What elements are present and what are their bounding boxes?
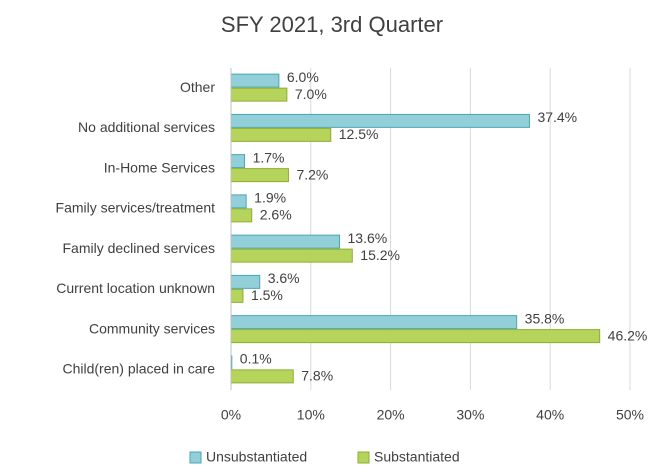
- y-tick-label: Family declined services: [63, 240, 216, 256]
- bar: [230, 168, 289, 183]
- chart-title: SFY 2021, 3rd Quarter: [221, 12, 443, 37]
- y-tick-label: Other: [180, 79, 215, 95]
- x-tick-label: 50%: [616, 407, 644, 423]
- bar: [230, 315, 518, 330]
- bar: [230, 208, 253, 223]
- value-label: 2.6%: [260, 207, 292, 223]
- value-label: 7.2%: [296, 166, 328, 182]
- y-tick-label: Family services/treatment: [56, 200, 216, 216]
- value-label: 12.5%: [339, 126, 379, 142]
- bar: [230, 288, 244, 303]
- y-tick-label: Current location unknown: [56, 280, 215, 296]
- value-label: 1.5%: [251, 287, 283, 303]
- legend-label: Substantiated: [374, 449, 460, 465]
- y-tick-label: Child(ren) placed in care: [62, 361, 215, 377]
- value-label: 7.8%: [301, 368, 333, 384]
- bar: [230, 369, 294, 384]
- value-label: 1.7%: [253, 149, 285, 165]
- value-label: 15.2%: [360, 247, 400, 263]
- value-label: 0.1%: [240, 351, 272, 367]
- bar: [230, 234, 341, 249]
- bar: [230, 127, 332, 142]
- y-tick-label: In-Home Services: [104, 159, 215, 175]
- x-tick-label: 30%: [456, 407, 484, 423]
- y-tick-label: No additional services: [78, 119, 215, 135]
- value-label: 46.2%: [608, 327, 648, 343]
- x-tick-label: 20%: [377, 407, 405, 423]
- value-label: 35.8%: [525, 310, 565, 326]
- value-label: 7.0%: [295, 86, 327, 102]
- value-label: 13.6%: [348, 230, 388, 246]
- legend-label: Unsubstantiated: [206, 449, 307, 465]
- bar: [230, 248, 353, 263]
- bar: [230, 73, 280, 88]
- x-tick-label: 0%: [221, 407, 241, 423]
- value-label: 6.0%: [287, 69, 319, 85]
- y-tick-label: Community services: [89, 320, 215, 336]
- x-tick-label: 40%: [536, 407, 564, 423]
- legend-swatch: [357, 451, 370, 464]
- bar: [230, 154, 246, 169]
- bar: [230, 194, 247, 209]
- value-label: 3.6%: [268, 270, 300, 286]
- x-tick-label: 10%: [297, 407, 325, 423]
- value-label: 37.4%: [537, 109, 577, 125]
- bar: [230, 113, 530, 128]
- legend-swatch: [189, 451, 202, 464]
- bar: [230, 87, 288, 102]
- value-label: 1.9%: [254, 190, 286, 206]
- bar: [230, 329, 601, 344]
